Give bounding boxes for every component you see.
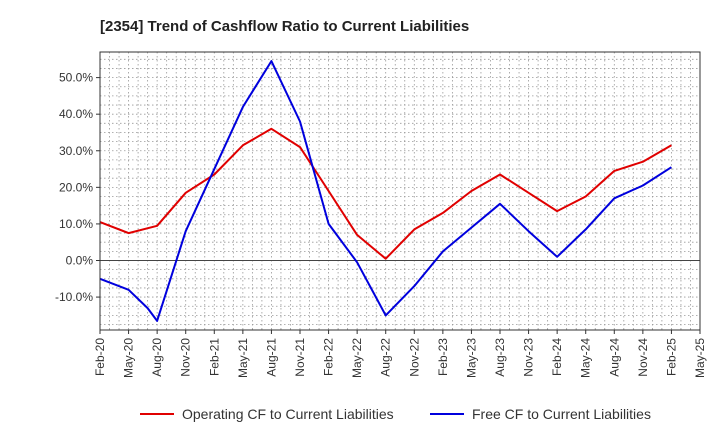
y-axis: -10.0% 0.0% 10.0% 20.0% 30.0% 40.0% 50.0% bbox=[55, 71, 100, 304]
x-tick-label: Feb-23 bbox=[436, 338, 450, 376]
x-tick-label: Aug-22 bbox=[379, 338, 393, 377]
x-tick-label: Nov-21 bbox=[293, 338, 307, 377]
x-tick-label: Aug-21 bbox=[264, 338, 278, 377]
x-tick-label: Nov-23 bbox=[522, 338, 536, 377]
x-tick-label: May-21 bbox=[236, 338, 250, 378]
chart-title: [2354] Trend of Cashflow Ratio to Curren… bbox=[100, 18, 469, 35]
x-tick-label: Nov-24 bbox=[636, 338, 650, 377]
x-tick-label: May-22 bbox=[350, 338, 364, 378]
x-tick-label: May-25 bbox=[693, 338, 707, 378]
plot-frame bbox=[99, 51, 701, 331]
grid bbox=[100, 52, 700, 330]
x-tick-label: Aug-20 bbox=[150, 338, 164, 377]
x-tick-label: Feb-22 bbox=[322, 338, 336, 376]
series-line-1 bbox=[99, 127, 672, 260]
y-tick-label: 40.0% bbox=[59, 107, 93, 121]
x-tick-label: Feb-25 bbox=[664, 338, 678, 376]
series-layer bbox=[99, 60, 672, 322]
x-tick-label: Aug-24 bbox=[607, 338, 621, 377]
x-tick-label: May-20 bbox=[122, 338, 136, 378]
x-tick-label: May-23 bbox=[464, 338, 478, 378]
series-line-2 bbox=[99, 60, 672, 322]
legend-label-1: Operating CF to Current Liabilities bbox=[182, 406, 394, 422]
x-tick-label: May-24 bbox=[579, 338, 593, 378]
x-axis: Feb-20 May-20 Aug-20 Nov-20 Feb-21 May-21 Aug-… bbox=[93, 330, 707, 378]
x-tick-label: Nov-20 bbox=[179, 338, 193, 377]
y-tick-label: 50.0% bbox=[59, 71, 93, 85]
x-tick-label: Nov-22 bbox=[407, 338, 421, 377]
y-tick-label: -10.0% bbox=[55, 290, 93, 304]
x-tick-label: Feb-21 bbox=[207, 338, 221, 376]
y-tick-label: 20.0% bbox=[59, 180, 93, 194]
x-tick-label: Feb-24 bbox=[550, 338, 564, 376]
legend: Operating CF to Current Liabilities Free … bbox=[140, 406, 651, 422]
y-tick-label: 0.0% bbox=[66, 254, 94, 268]
y-tick-label: 10.0% bbox=[59, 217, 93, 231]
y-tick-label: 30.0% bbox=[59, 144, 93, 158]
legend-label-2: Free CF to Current Liabilities bbox=[472, 406, 651, 422]
x-tick-label: Feb-20 bbox=[93, 338, 107, 376]
x-tick-label: Aug-23 bbox=[493, 338, 507, 377]
